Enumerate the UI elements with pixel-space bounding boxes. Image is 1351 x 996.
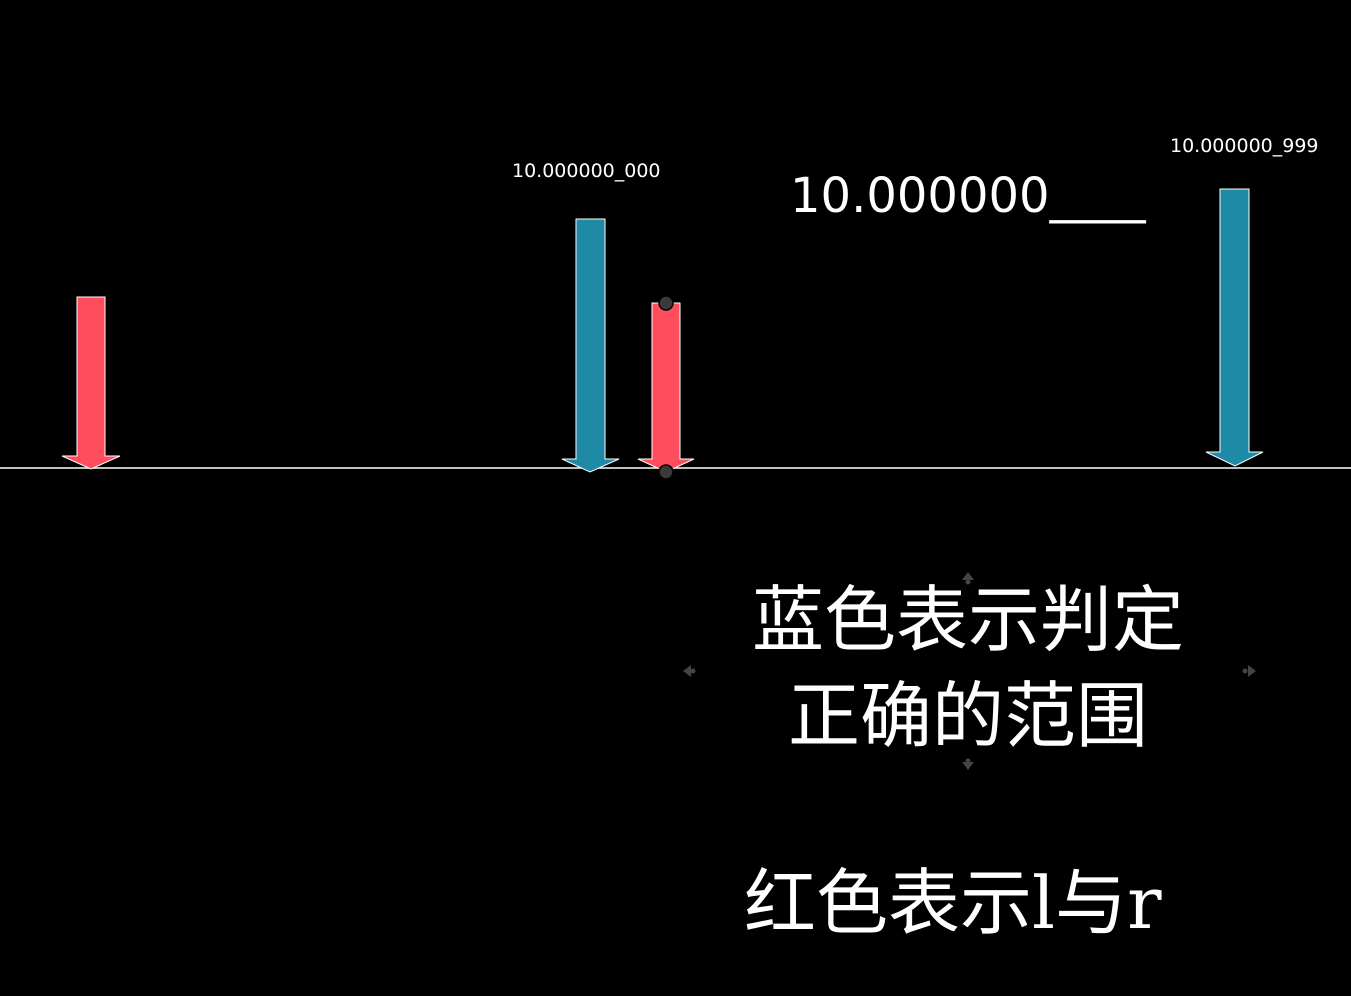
caption-line-3-mid: 与 bbox=[1055, 861, 1128, 945]
blue-arrow-right bbox=[1205, 188, 1264, 467]
caption-line-3: 红色表示l与r bbox=[744, 856, 1161, 950]
caption-line-1[interactable]: 蓝色表示判定 bbox=[751, 578, 1184, 662]
textbox-handle-right[interactable] bbox=[1242, 665, 1257, 677]
caption-r: r bbox=[1127, 861, 1162, 945]
caption-line-3-prefix: 红色表示 bbox=[744, 861, 1033, 945]
textbox-handle-left[interactable] bbox=[683, 665, 696, 677]
blue-right-label: 10.000000_999 bbox=[1170, 135, 1319, 157]
red-arrow-middle[interactable] bbox=[637, 302, 695, 473]
caption-l: l bbox=[1032, 861, 1056, 945]
blue-arrow-left bbox=[561, 218, 620, 473]
middle-value-label: 10.000000____ bbox=[790, 168, 1146, 224]
red-arrow-left bbox=[61, 296, 121, 470]
blue-left-label: 10.000000_000 bbox=[512, 160, 661, 182]
caption-line-2[interactable]: 正确的范围 bbox=[787, 674, 1148, 758]
selection-handle-bottom[interactable] bbox=[658, 464, 674, 480]
textbox-handle-bottom[interactable] bbox=[962, 758, 974, 771]
selection-handle-top[interactable] bbox=[658, 295, 674, 311]
textbox-handle-top[interactable] bbox=[962, 572, 974, 585]
